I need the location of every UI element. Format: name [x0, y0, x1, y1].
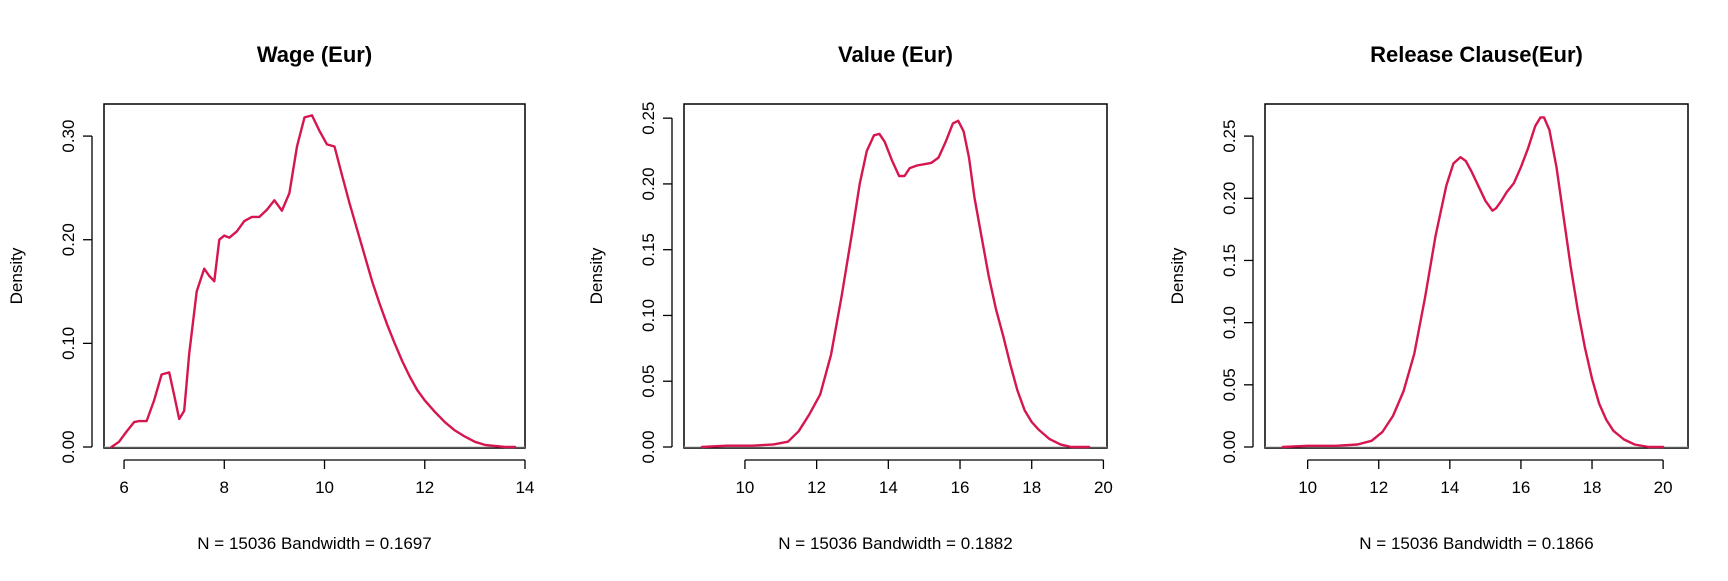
- y-tick-label: 0.05: [639, 365, 658, 398]
- chart-title: Wage (Eur): [257, 42, 372, 67]
- y-tick-label: 0.25: [639, 102, 658, 135]
- chart-title: Value (Eur): [838, 42, 953, 67]
- x-tick-label: 8: [220, 478, 229, 497]
- chart-panel-2: 10 12 14 16 18 20 0.00 0.05 0.10 0.15 0.20 0.25 Dens…: [587, 42, 1113, 553]
- y-tick-label: 0.20: [1220, 182, 1239, 215]
- x-axis-title: N = 15036 Bandwidth = 0.1882: [778, 534, 1012, 553]
- x-tick-label: 10: [735, 478, 754, 497]
- y-tick-label: 0.05: [1220, 368, 1239, 401]
- x-tick-label: 12: [415, 478, 434, 497]
- chart-panel-1: 6 8 10 12 14 0.00 0.10 0.20 0.30 Density Wage (Eur…: [7, 42, 534, 553]
- y-tick-label: 0.15: [639, 233, 658, 266]
- x-tick-label: 18: [1022, 478, 1041, 497]
- y-tick-label: 0.00: [59, 430, 78, 463]
- y-tick-label: 0.00: [639, 430, 658, 463]
- x-axis-title: N = 15036 Bandwidth = 0.1697: [197, 534, 431, 553]
- y-axis-title: Density: [587, 247, 606, 304]
- x-tick-label: 18: [1583, 478, 1602, 497]
- y-tick-label: 0.00: [1220, 430, 1239, 463]
- y-tick-label: 0.20: [639, 167, 658, 200]
- y-axis-title: Density: [1168, 247, 1187, 304]
- y-tick-label: 0.20: [59, 223, 78, 256]
- y-tick-label: 0.30: [59, 120, 78, 153]
- y-tick-label: 0.10: [639, 299, 658, 332]
- x-tick-label: 16: [951, 478, 970, 497]
- x-tick-label: 6: [119, 478, 128, 497]
- x-tick-label: 12: [1369, 478, 1388, 497]
- chart-panel-3: 10 12 14 16 18 20 0.00 0.05 0.10 0.15 0.20 0.25 Dens…: [1168, 42, 1689, 553]
- x-tick-label: 10: [315, 478, 334, 497]
- y-tick-label: 0.10: [1220, 306, 1239, 339]
- x-tick-label: 14: [1440, 478, 1459, 497]
- x-tick-label: 14: [879, 478, 898, 497]
- x-tick-label: 16: [1511, 478, 1530, 497]
- y-tick-label: 0.25: [1220, 120, 1239, 153]
- y-tick-label: 0.10: [59, 327, 78, 360]
- x-axis-title: N = 15036 Bandwidth = 0.1866: [1359, 534, 1593, 553]
- x-tick-label: 20: [1094, 478, 1113, 497]
- chart-title: Release Clause(Eur): [1370, 42, 1583, 67]
- density-curve-1: [110, 114, 517, 449]
- y-axis-title: Density: [7, 247, 26, 304]
- x-tick-label: 20: [1654, 478, 1673, 497]
- plot-frame: [103, 103, 526, 449]
- x-tick-label: 14: [516, 478, 535, 497]
- plot-frame: [1264, 103, 1689, 449]
- density-curve-1: [700, 119, 1091, 449]
- plot-frame: [683, 103, 1108, 449]
- x-tick-label: 10: [1298, 478, 1317, 497]
- density-curve-1: [1281, 116, 1665, 449]
- x-tick-label: 12: [807, 478, 826, 497]
- y-tick-label: 0.15: [1220, 244, 1239, 277]
